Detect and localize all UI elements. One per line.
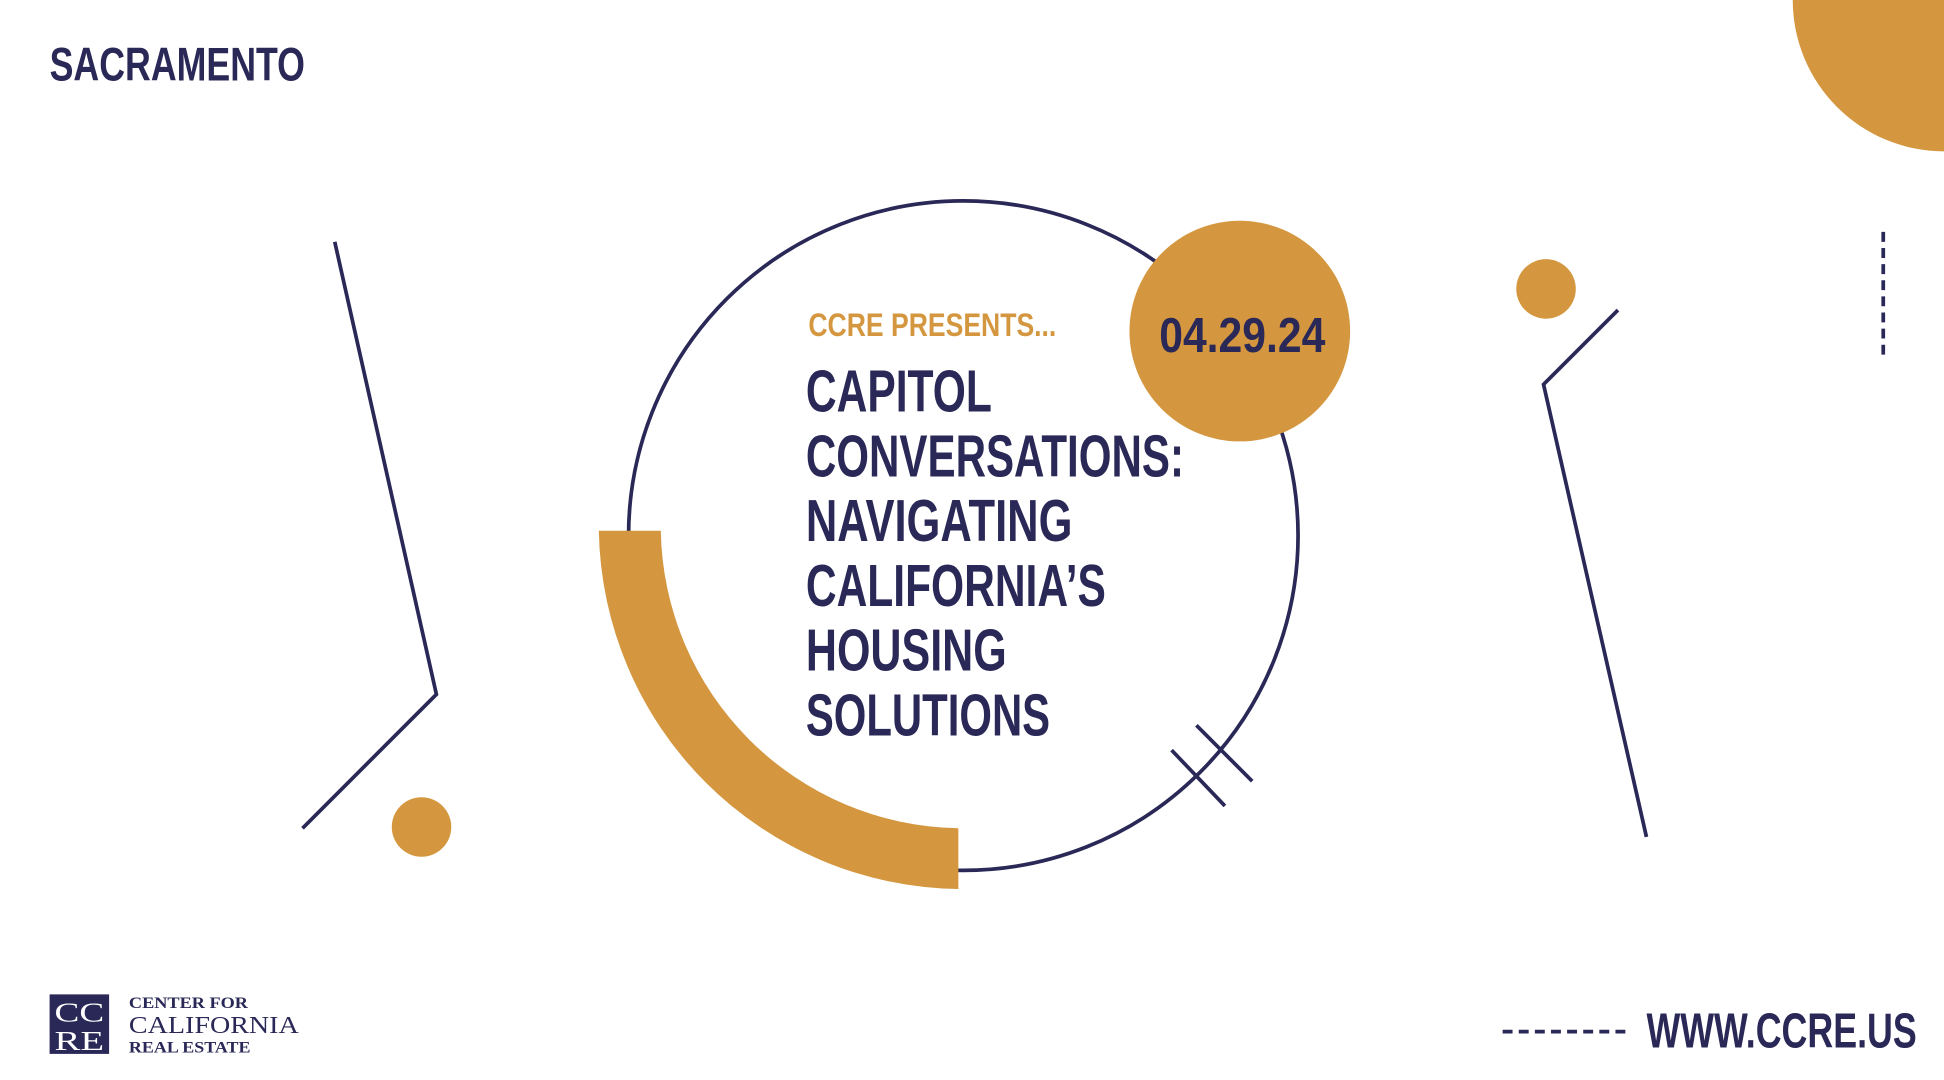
title-line: CALIFORNIA’S: [806, 552, 1106, 619]
title-line: CONVERSATIONS:: [806, 422, 1184, 489]
left-line: [301, 241, 439, 830]
hash-mark: [1170, 748, 1227, 808]
location: SACRAMENTO: [50, 38, 305, 91]
logo-text: CALIFORNIA: [129, 1012, 299, 1039]
kicker: CCRE PRESENTS...: [808, 307, 1056, 343]
logo-mark-text: RE: [55, 1026, 105, 1056]
title-line: SOLUTIONS: [806, 681, 1050, 748]
right-dot: [1516, 259, 1576, 319]
title-line: HOUSING: [806, 617, 1007, 684]
title-line: CAPITOL: [806, 358, 992, 425]
left-dot: [391, 797, 452, 857]
event-title: CAPITOLCONVERSATIONS:NAVIGATINGCALIFORNI…: [806, 358, 1184, 749]
right-line: [1541, 308, 1649, 838]
corner-circle: [1792, 0, 1944, 152]
logo-text: CENTER FOR: [129, 995, 248, 1012]
hash-mark: [1195, 724, 1254, 783]
arc: [598, 530, 959, 890]
website[interactable]: WWW.CCRE.US: [1646, 1003, 1916, 1059]
event-date: 04.29.24: [1159, 307, 1325, 363]
date-circle: [1129, 220, 1351, 442]
logo-text: REAL ESTATE: [129, 1040, 251, 1057]
logo-mark: [49, 994, 110, 1054]
title-line: NAVIGATING: [806, 487, 1073, 554]
logo-mark-text: CC: [55, 998, 105, 1028]
